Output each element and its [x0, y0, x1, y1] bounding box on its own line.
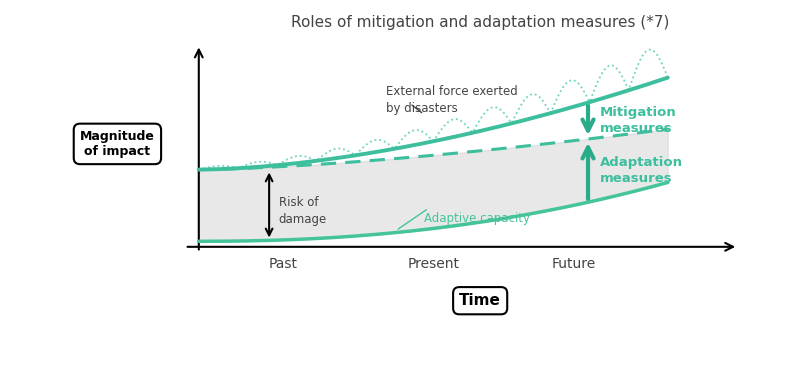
Title: Roles of mitigation and adaptation measures (*7): Roles of mitigation and adaptation measu… — [291, 15, 670, 30]
Text: External force exerted
by disasters: External force exerted by disasters — [386, 85, 518, 115]
Text: Time: Time — [459, 293, 501, 308]
Text: Future: Future — [552, 257, 596, 271]
Text: Mitigation
measures: Mitigation measures — [600, 106, 677, 135]
Text: Magnitude
of impact: Magnitude of impact — [80, 130, 155, 158]
Text: Risk of
damage: Risk of damage — [278, 195, 326, 226]
Text: Adaptive capacity: Adaptive capacity — [424, 212, 530, 225]
Text: Present: Present — [407, 257, 459, 271]
Text: Adaptation
measures: Adaptation measures — [600, 156, 682, 185]
Text: Past: Past — [269, 257, 298, 271]
